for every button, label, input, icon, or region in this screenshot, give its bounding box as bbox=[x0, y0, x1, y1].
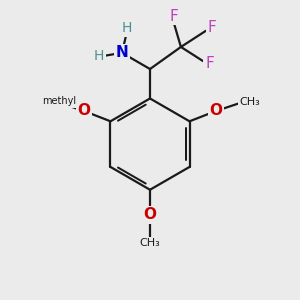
Text: O: O bbox=[209, 103, 223, 118]
Text: CH₃: CH₃ bbox=[140, 238, 160, 248]
Text: methyl: methyl bbox=[42, 96, 76, 106]
Text: F: F bbox=[169, 8, 178, 23]
Text: F: F bbox=[208, 20, 216, 35]
Text: F: F bbox=[205, 56, 214, 71]
Text: CH₃: CH₃ bbox=[240, 97, 260, 107]
Text: O: O bbox=[143, 207, 157, 222]
Text: O: O bbox=[77, 103, 91, 118]
Text: H: H bbox=[94, 49, 104, 63]
Text: N: N bbox=[116, 45, 128, 60]
Text: H: H bbox=[121, 21, 132, 35]
Text: CH₃: CH₃ bbox=[40, 97, 60, 107]
